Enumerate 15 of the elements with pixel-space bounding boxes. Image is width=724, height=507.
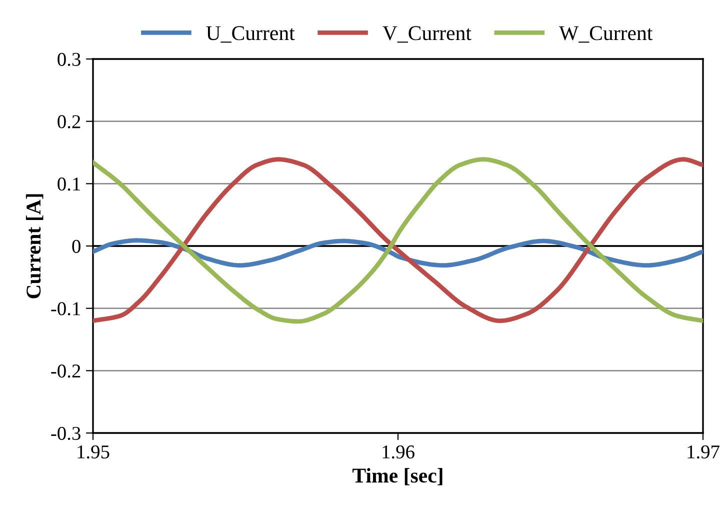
x-tick-label: 1.95 [78, 445, 110, 459]
y-tick-label: 0 [72, 240, 80, 253]
y-tick-label: -0.3 [51, 426, 80, 440]
y-tick-label: -0.2 [51, 364, 80, 378]
y-axis-title: Current [A] [26, 194, 44, 298]
x-tick-label: 1.97 [688, 445, 720, 459]
y-tick-label: 0.2 [58, 115, 80, 128]
legend-label: V_Current [382, 26, 472, 43]
x-axis-title: Time [sec] [352, 468, 442, 486]
y-tick-label: -0.1 [51, 302, 80, 316]
y-tick-label: 0.3 [58, 52, 80, 66]
legend-label: W_Current [559, 26, 653, 43]
legend-label: U_Current [206, 26, 295, 43]
y-tick-label: 0.1 [58, 177, 80, 191]
x-tick-label: 1.96 [382, 445, 414, 459]
